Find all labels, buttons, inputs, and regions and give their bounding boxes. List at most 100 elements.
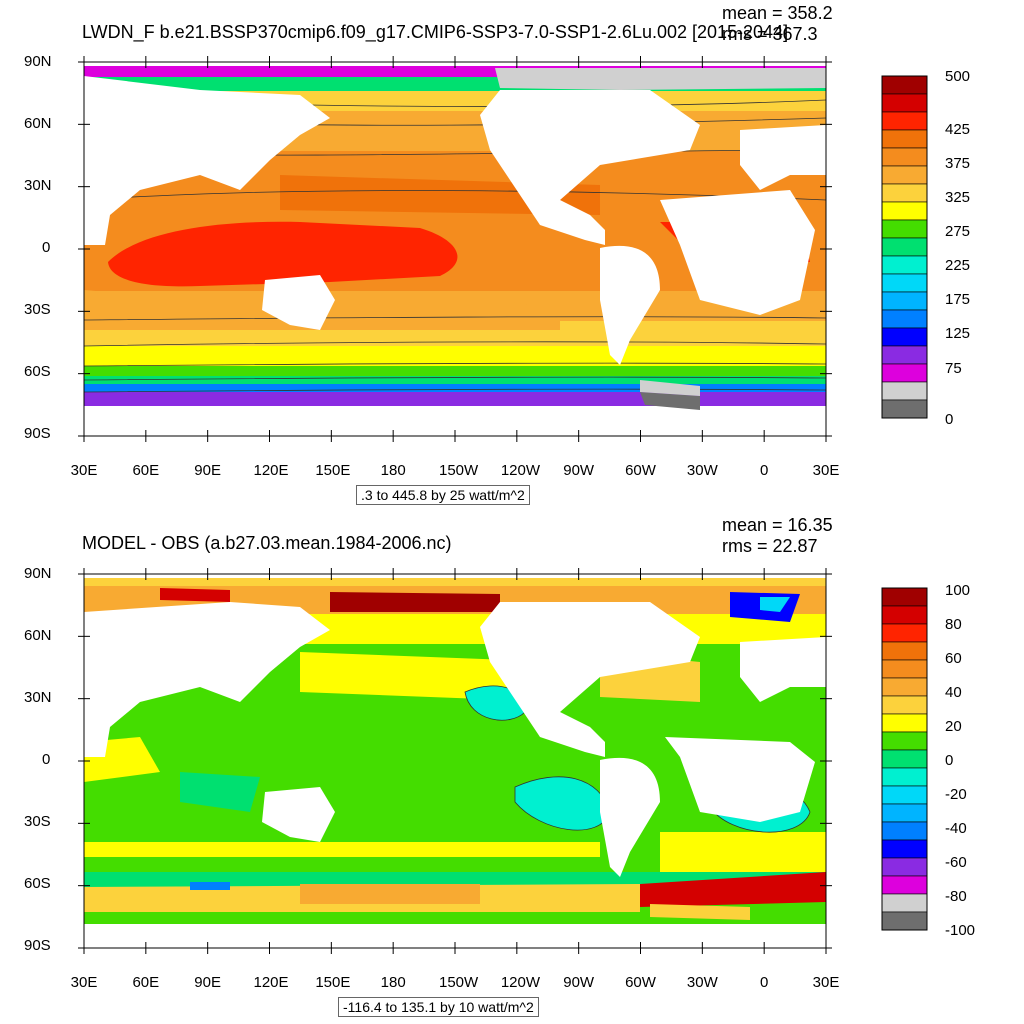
colorbar-label: 75 xyxy=(945,360,962,377)
lon-label: 120E xyxy=(253,462,289,479)
colorbar-swatch xyxy=(881,713,928,733)
colorbar-swatch xyxy=(881,623,928,643)
lat-label: 90S xyxy=(24,937,51,954)
axis-ticks xyxy=(78,568,832,954)
lon-label: 120E xyxy=(253,974,289,991)
lon-label: 150W xyxy=(439,974,479,991)
map-plot xyxy=(78,568,928,954)
lat-label: 30N xyxy=(24,689,52,706)
colorbar-swatch xyxy=(881,255,928,275)
colorbar-label: 0 xyxy=(945,411,954,428)
colorbar-frame xyxy=(881,587,928,931)
colorbar-label: 0 xyxy=(945,752,954,769)
colorbar-swatch xyxy=(881,767,928,787)
colorbar-label: -80 xyxy=(945,888,967,905)
lat-label: 30N xyxy=(24,177,52,194)
colorbar-label: 100 xyxy=(945,582,971,599)
colorbar-swatch xyxy=(881,695,928,715)
colorbar-swatch xyxy=(881,291,928,311)
colorbar-swatch xyxy=(881,605,928,625)
lon-label: 180 xyxy=(380,974,406,991)
colorbar-label: 40 xyxy=(945,684,962,701)
panel-title: MODEL - OBS (a.b27.03.mean.1984-2006.nc) xyxy=(82,533,452,553)
colorbar-label: -40 xyxy=(945,820,967,837)
contour-range-label: .3 to 445.8 by 25 watt/m^2 xyxy=(356,485,530,505)
colorbar-swatch xyxy=(881,749,928,769)
lon-label: 0 xyxy=(759,462,769,479)
colorbar-swatch xyxy=(881,183,928,203)
colorbar-swatch xyxy=(881,327,928,347)
colorbar-swatch xyxy=(881,893,928,913)
lon-label: 60E xyxy=(132,974,160,991)
colorbar-swatch xyxy=(881,93,928,113)
rms-label: rms = 22.87 xyxy=(722,536,818,556)
colorbar-swatch xyxy=(881,821,928,841)
colorbar-label: 275 xyxy=(945,223,971,240)
land-mask xyxy=(84,574,826,948)
colorbar-swatch xyxy=(881,147,928,167)
lon-label: 30E xyxy=(812,462,840,479)
colorbar-swatch xyxy=(881,785,928,805)
colorbar-swatch xyxy=(881,857,928,877)
lat-label: 60S xyxy=(24,875,51,892)
colorbar-label: 375 xyxy=(945,155,971,172)
lon-label: 150E xyxy=(315,462,351,479)
colorbar-frame xyxy=(881,75,928,419)
lon-label: 120W xyxy=(500,974,541,991)
colorbar xyxy=(881,587,928,931)
colorbar-swatch xyxy=(881,731,928,751)
colorbar-swatch xyxy=(881,201,928,221)
colorbar-swatch xyxy=(881,677,928,697)
lon-label: 90E xyxy=(194,462,221,479)
colorbar xyxy=(881,75,928,419)
colorbar-swatch xyxy=(881,659,928,679)
colorbar-swatch xyxy=(881,803,928,823)
lat-label: 60S xyxy=(24,363,51,380)
mean-label: mean = 16.35 xyxy=(722,515,833,535)
colorbar-swatch xyxy=(881,273,928,293)
lon-label: 30E xyxy=(812,974,840,991)
axis-ticks xyxy=(78,56,832,442)
lat-label: 60N xyxy=(24,115,52,132)
colorbar-swatch xyxy=(881,165,928,185)
lat-label: 90N xyxy=(24,565,52,582)
colorbar-label: 20 xyxy=(945,718,962,735)
contour-range-label: -116.4 to 135.1 by 10 watt/m^2 xyxy=(338,997,539,1017)
lon-label: 0 xyxy=(759,974,769,991)
colorbar-swatch xyxy=(881,911,928,931)
colorbar-swatch xyxy=(881,129,928,149)
lat-label: 90S xyxy=(24,425,51,442)
lon-label: 90W xyxy=(563,462,595,479)
colorbar-swatch xyxy=(881,237,928,257)
rms-label: rms = 367.3 xyxy=(722,24,818,44)
ocean-field xyxy=(84,574,826,948)
colorbar-label: 175 xyxy=(945,291,971,308)
colorbar-label: -20 xyxy=(945,786,967,803)
ocean-field xyxy=(84,62,826,436)
colorbar-label: 500 xyxy=(945,68,971,85)
colorbar-label: 325 xyxy=(945,189,971,206)
colorbar-swatch xyxy=(881,219,928,239)
colorbar-swatch xyxy=(881,399,928,419)
colorbar-swatch xyxy=(881,111,928,131)
colorbar-label: -60 xyxy=(945,854,967,871)
lat-label: 0 xyxy=(42,239,51,256)
lon-label: 90W xyxy=(563,974,595,991)
lon-label: 180 xyxy=(380,462,406,479)
lat-label: 60N xyxy=(24,627,52,644)
lon-label: 120W xyxy=(500,462,541,479)
colorbar-label: 425 xyxy=(945,121,971,138)
lon-label: 60W xyxy=(625,462,656,479)
lon-label: 30W xyxy=(686,974,718,991)
lon-label: 60E xyxy=(132,462,160,479)
lat-label: 30S xyxy=(24,813,51,830)
colorbar-label: -100 xyxy=(945,922,976,939)
colorbar-label: 225 xyxy=(945,257,971,274)
lon-label: 30E xyxy=(70,462,98,479)
colorbar-swatch xyxy=(881,641,928,661)
lon-label: 30W xyxy=(686,462,718,479)
panel-model-minus-obs: MODEL - OBS (a.b27.03.mean.1984-2006.nc)… xyxy=(0,512,1024,1024)
lat-label: 30S xyxy=(24,301,51,318)
colorbar-swatch xyxy=(881,587,928,607)
lon-label: 150E xyxy=(315,974,351,991)
